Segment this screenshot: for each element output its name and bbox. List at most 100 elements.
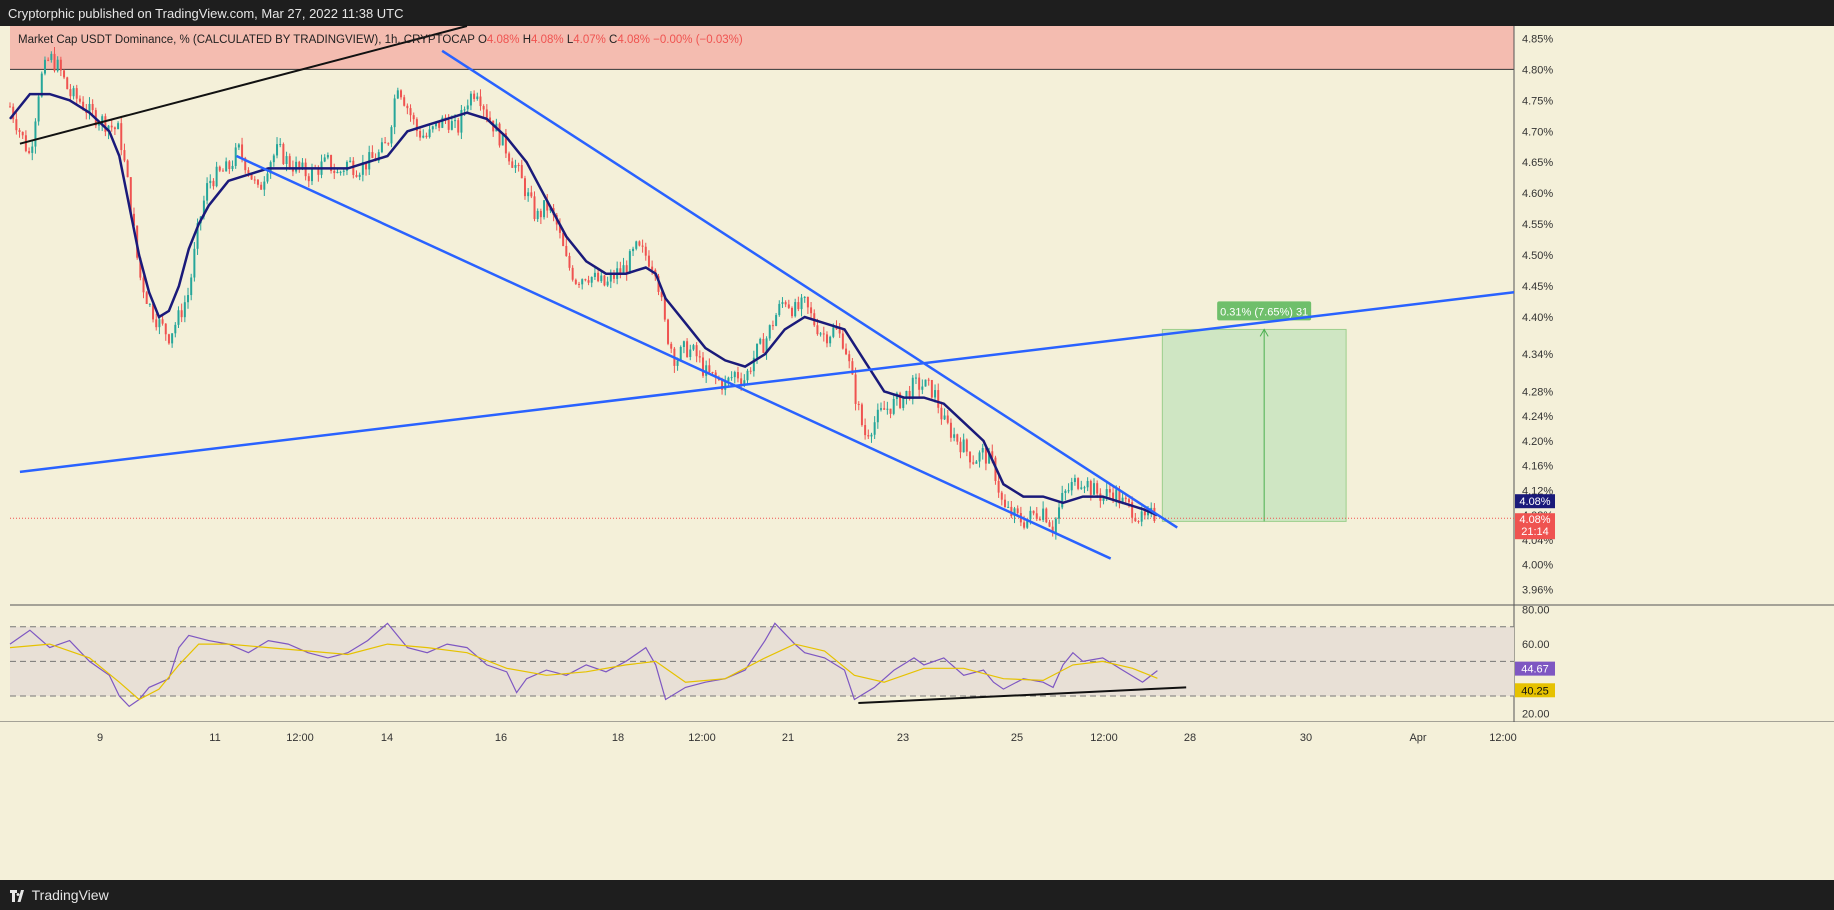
tradingview-logo[interactable]: TradingView bbox=[10, 880, 109, 910]
rsi-line bbox=[9, 622, 1158, 708]
candle-body bbox=[638, 241, 641, 246]
candle-body bbox=[899, 393, 902, 408]
candle-body bbox=[651, 266, 654, 270]
legend-symbol: Market Cap USDT Dominance, % (CALCULATED… bbox=[18, 34, 475, 46]
candle-body bbox=[698, 356, 701, 358]
candle-body bbox=[527, 192, 530, 197]
candle-body bbox=[876, 409, 879, 423]
candle-body bbox=[279, 144, 282, 146]
top-diagonal-line bbox=[19, 25, 468, 145]
candle-body bbox=[139, 257, 142, 278]
candle-body bbox=[924, 379, 927, 387]
candle-body bbox=[778, 303, 781, 316]
legend-low: 4.07% bbox=[573, 34, 606, 46]
ma-value-badge: 4.08% bbox=[1519, 496, 1550, 508]
candle-body bbox=[584, 279, 587, 281]
candle-body bbox=[310, 167, 313, 182]
moving-average-line bbox=[9, 92, 1158, 517]
candle-body bbox=[256, 179, 259, 185]
candle-body bbox=[543, 200, 546, 218]
rsi-value-badge: 44.67 bbox=[1521, 664, 1549, 676]
channel-lower-line bbox=[235, 154, 1112, 560]
candle-body bbox=[508, 153, 511, 162]
candle-body bbox=[221, 170, 224, 172]
candle-body bbox=[301, 162, 304, 168]
candle-body bbox=[1147, 510, 1150, 516]
candle-body bbox=[984, 448, 987, 464]
candle-body bbox=[47, 59, 50, 61]
candle-body bbox=[841, 333, 844, 349]
candle-body bbox=[727, 377, 730, 382]
candle-body bbox=[317, 168, 320, 175]
candle-body bbox=[762, 338, 765, 353]
candle-body bbox=[406, 105, 409, 109]
candle-body bbox=[848, 354, 851, 362]
time-tick-label: 25 bbox=[1011, 732, 1023, 744]
candle-body bbox=[1032, 510, 1035, 514]
candle-body bbox=[1048, 522, 1051, 527]
candle-body bbox=[870, 434, 873, 437]
candle-body bbox=[1112, 492, 1115, 500]
candle-body bbox=[428, 129, 431, 138]
candle-body bbox=[12, 106, 15, 120]
candle-body bbox=[756, 343, 759, 358]
candle-body bbox=[635, 241, 638, 249]
candle-body bbox=[447, 119, 450, 130]
candle-body bbox=[1042, 508, 1045, 520]
candle-body bbox=[390, 127, 393, 144]
candle-body bbox=[1045, 508, 1048, 523]
candle-body bbox=[511, 161, 514, 168]
candle-body bbox=[829, 336, 832, 344]
candle-body bbox=[88, 103, 91, 113]
rsi-ma-line bbox=[9, 643, 1158, 701]
candle-body bbox=[845, 348, 848, 355]
candle-body bbox=[711, 371, 714, 373]
candle-body bbox=[298, 161, 301, 168]
candle-body bbox=[266, 173, 269, 182]
candle-body bbox=[380, 142, 383, 153]
candle-body bbox=[326, 155, 329, 158]
candle-body bbox=[1035, 513, 1038, 519]
candle-body bbox=[24, 135, 27, 152]
candle-body bbox=[539, 210, 542, 218]
published-header: Cryptorphic published on TradingView.com… bbox=[0, 0, 1834, 26]
price-tick-label: 4.24% bbox=[1522, 411, 1553, 423]
candle-body bbox=[469, 93, 472, 106]
candle-body bbox=[902, 397, 905, 408]
candle-body bbox=[628, 251, 631, 274]
candle-body bbox=[606, 281, 609, 286]
legend-l-label: L bbox=[566, 34, 574, 46]
candle-body bbox=[914, 377, 917, 379]
target-label-bg bbox=[1217, 301, 1312, 321]
candle-body bbox=[1029, 510, 1032, 520]
candle-body bbox=[689, 349, 692, 358]
candle-body bbox=[860, 404, 863, 426]
candle-body bbox=[457, 120, 460, 133]
candle-body bbox=[377, 152, 380, 161]
candle-body bbox=[988, 451, 991, 464]
candle-body bbox=[193, 248, 196, 278]
candle-body bbox=[784, 302, 787, 305]
tradingview-icon bbox=[10, 890, 24, 903]
candle-body bbox=[129, 177, 132, 214]
resistance-zone bbox=[10, 26, 1514, 70]
candle-body bbox=[1118, 489, 1121, 504]
candle-body bbox=[517, 165, 520, 167]
candle-body bbox=[791, 307, 794, 317]
price-tick-label: 4.60% bbox=[1522, 188, 1553, 200]
candle-body bbox=[336, 172, 339, 174]
candle-body bbox=[330, 155, 333, 171]
candle-body bbox=[533, 196, 536, 220]
candle-body bbox=[9, 106, 11, 108]
candle-body bbox=[514, 165, 517, 168]
candle-body bbox=[333, 170, 336, 174]
candle-body bbox=[622, 265, 625, 273]
candle-body bbox=[806, 296, 809, 308]
candle-body bbox=[202, 200, 205, 217]
candle-body bbox=[705, 365, 708, 376]
candle-body bbox=[342, 170, 345, 172]
candle-body bbox=[164, 323, 167, 335]
candle-body bbox=[355, 174, 358, 177]
candle-body bbox=[558, 224, 561, 233]
